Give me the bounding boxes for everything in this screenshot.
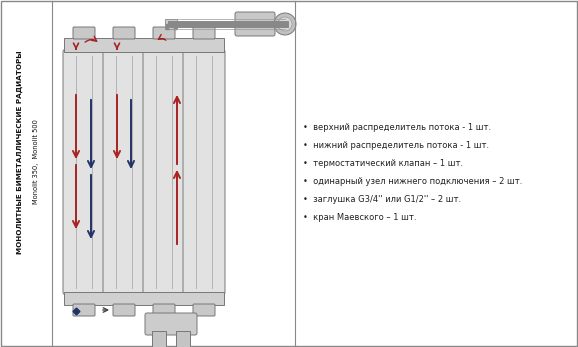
Text: •  заглушка G3/4'' или G1/2'' – 2 шт.: • заглушка G3/4'' или G1/2'' – 2 шт. <box>303 195 461 203</box>
FancyBboxPatch shape <box>103 49 145 295</box>
Ellipse shape <box>278 17 292 31</box>
Text: •  нижний распределитель потока - 1 шт.: • нижний распределитель потока - 1 шт. <box>303 141 489 150</box>
Text: •  верхний распределитель потока - 1 шт.: • верхний распределитель потока - 1 шт. <box>303 122 491 132</box>
FancyBboxPatch shape <box>153 304 175 316</box>
FancyBboxPatch shape <box>143 49 185 295</box>
Ellipse shape <box>274 13 296 35</box>
FancyBboxPatch shape <box>193 27 215 39</box>
FancyBboxPatch shape <box>113 27 135 39</box>
FancyBboxPatch shape <box>63 49 105 295</box>
Bar <box>165 19 177 29</box>
FancyBboxPatch shape <box>113 304 135 316</box>
FancyBboxPatch shape <box>235 12 275 36</box>
Text: •  термостатический клапан – 1 шт.: • термостатический клапан – 1 шт. <box>303 159 463 168</box>
FancyBboxPatch shape <box>193 304 215 316</box>
FancyBboxPatch shape <box>183 49 225 295</box>
FancyBboxPatch shape <box>153 27 175 39</box>
Text: Monolit 350,  Monolit 500: Monolit 350, Monolit 500 <box>33 120 39 204</box>
FancyBboxPatch shape <box>73 304 95 316</box>
FancyBboxPatch shape <box>145 313 197 335</box>
Bar <box>152 331 166 347</box>
Text: •  кран Маевского – 1 шт.: • кран Маевского – 1 шт. <box>303 212 417 221</box>
Text: МОНОЛИТНЫЕ БИМЕТАЛЛИЧЕСКИЕ РАДИАТОРЫ: МОНОЛИТНЫЕ БИМЕТАЛЛИЧЕСКИЕ РАДИАТОРЫ <box>17 50 23 254</box>
Text: •  одинарный узел нижнего подключения – 2 шт.: • одинарный узел нижнего подключения – 2… <box>303 177 523 186</box>
Bar <box>176 331 190 347</box>
FancyBboxPatch shape <box>73 27 95 39</box>
Bar <box>64 38 224 52</box>
Bar <box>64 292 224 305</box>
